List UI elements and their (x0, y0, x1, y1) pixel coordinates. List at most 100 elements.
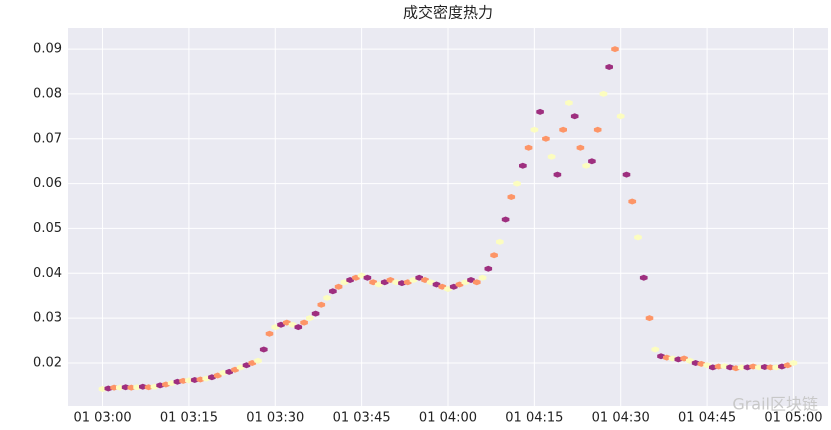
hexbin (375, 281, 383, 288)
hexbin (265, 330, 274, 337)
hexbin (329, 288, 337, 295)
hexbin (766, 364, 775, 371)
hexbin (542, 135, 550, 142)
y-tick-label: 0.04 (33, 266, 62, 281)
hexbin (496, 238, 504, 245)
hexbin (611, 46, 619, 53)
hexbin (645, 315, 654, 322)
hexbin (104, 385, 113, 392)
y-tick-label: 0.07 (33, 131, 62, 146)
hexbin (524, 144, 533, 151)
hexbin (634, 234, 642, 241)
hexbin (426, 279, 435, 286)
hexbin (306, 315, 314, 322)
hexbin (473, 279, 481, 286)
hexbin (668, 355, 677, 362)
hexbin (196, 376, 205, 383)
hexbin (248, 360, 257, 366)
hexbin (139, 383, 147, 390)
hexbin (449, 283, 458, 290)
hexbin (236, 364, 245, 371)
hexbin (156, 382, 164, 389)
hexbin (588, 158, 596, 165)
hexbin (582, 162, 590, 169)
hexbin (334, 283, 343, 290)
x-tick-label: 01 05:00 (764, 411, 822, 426)
x-tick-label: 01 03:00 (73, 411, 131, 426)
hexbin (311, 310, 320, 317)
x-tick-label: 01 04:15 (505, 411, 563, 426)
hexbin (628, 198, 637, 205)
hexbin (513, 180, 521, 187)
hexbin (467, 277, 475, 283)
chart-title: 成交密度热力 (403, 4, 493, 22)
hexbin (726, 364, 734, 371)
hexbin (225, 368, 233, 375)
hexbins (98, 46, 798, 392)
hexbin (536, 108, 544, 115)
hexbin (127, 384, 136, 391)
hexbin (179, 377, 187, 384)
watermark: Grail区块链 (732, 395, 818, 414)
hexbin (254, 357, 262, 364)
hexbin (317, 301, 326, 308)
hexbin (507, 194, 516, 200)
hexbin (300, 319, 308, 326)
y-tick-label: 0.02 (33, 355, 62, 370)
hexbin (749, 363, 757, 370)
y-tick-label: 0.05 (33, 221, 62, 236)
hexbin (674, 356, 683, 363)
y-tick-label: 0.08 (33, 86, 62, 101)
y-tick-label: 0.06 (33, 176, 62, 191)
x-tick-label: 01 04:00 (419, 411, 477, 426)
hexbin (398, 280, 406, 287)
hexbin (778, 363, 786, 370)
hexbin (490, 252, 498, 259)
hexbin (559, 126, 567, 133)
hexbin (478, 274, 487, 281)
hexbin (639, 274, 648, 281)
hexbin (651, 346, 660, 353)
hexbin (686, 357, 694, 364)
hexbin (294, 324, 303, 331)
hexbin (167, 380, 176, 387)
hexbin (697, 360, 706, 367)
hexbin (714, 363, 723, 370)
hexbin (363, 274, 372, 281)
hexbin (259, 346, 268, 353)
hexbin (547, 153, 556, 160)
x-tick-label: 01 03:30 (246, 411, 304, 426)
y-tick-label: 0.03 (33, 311, 62, 326)
hexbin (530, 126, 539, 133)
hexbin (501, 216, 510, 223)
hexbin (219, 369, 228, 376)
hexbin (599, 90, 608, 97)
hexbin (657, 353, 665, 360)
hexbin (565, 99, 573, 106)
hexbin (288, 321, 297, 328)
hexbin (576, 144, 585, 151)
y-tick-label: 0.09 (33, 42, 62, 57)
x-tick-label: 01 04:45 (678, 411, 736, 426)
hexbin (663, 354, 671, 361)
hexbin (519, 162, 527, 169)
hexbin (386, 277, 395, 283)
hexbin (484, 265, 493, 272)
x-tick-label: 01 03:45 (333, 411, 391, 426)
hexbin (553, 171, 562, 178)
hexbin (438, 283, 447, 290)
hexbin (415, 274, 423, 281)
hexbin (116, 384, 124, 391)
hexbin (185, 377, 193, 384)
hexbin (98, 386, 107, 392)
hexbin (323, 294, 331, 301)
hexbin (605, 64, 613, 70)
hexbin (593, 126, 602, 133)
hexbin (737, 364, 746, 371)
x-tick-label: 01 03:15 (160, 411, 218, 426)
hexbin (208, 374, 216, 381)
x-tick-label: 01 04:30 (592, 411, 650, 426)
hexbin (369, 279, 377, 286)
hexbin (455, 281, 464, 288)
